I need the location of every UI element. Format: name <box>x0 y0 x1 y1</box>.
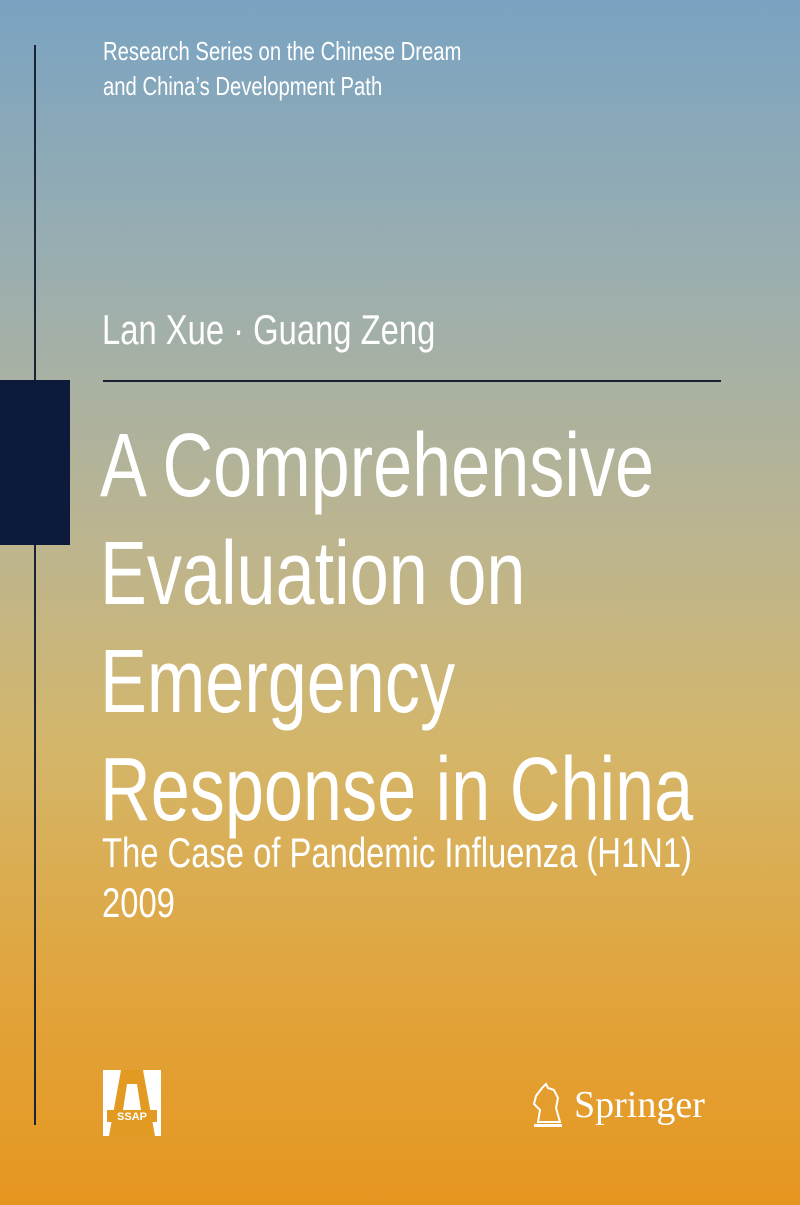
title-line: Response in China <box>100 740 694 840</box>
svg-text:SSAP: SSAP <box>117 1111 147 1123</box>
title-line: A Comprehensive <box>100 416 655 516</box>
knight-horse-icon <box>532 1082 562 1127</box>
series-title: Research Series on the Chinese Dream and… <box>103 34 461 104</box>
authors: Lan Xue · Guang Zeng <box>102 306 436 353</box>
ssap-logo: SSAP <box>103 1070 161 1136</box>
subtitle-line: 2009 <box>102 879 175 926</box>
series-line-2: and China’s Development Path <box>103 71 383 101</box>
subtitle-line: The Case of Pandemic Influenza (H1N1) <box>102 829 692 876</box>
springer-wordmark: Springer <box>574 1084 705 1126</box>
title-line: Emergency <box>100 632 456 732</box>
horizontal-rule <box>103 380 721 382</box>
springer-logo: Springer <box>530 1082 705 1128</box>
title-line: Evaluation on <box>100 524 526 624</box>
subtitle: The Case of Pandemic Influenza (H1N1) 20… <box>102 828 692 928</box>
vertical-rule <box>34 45 36 1125</box>
accent-block <box>0 380 70 545</box>
series-line-1: Research Series on the Chinese Dream <box>103 36 462 66</box>
book-title: A Comprehensive Evaluation on Emergency … <box>100 412 693 844</box>
